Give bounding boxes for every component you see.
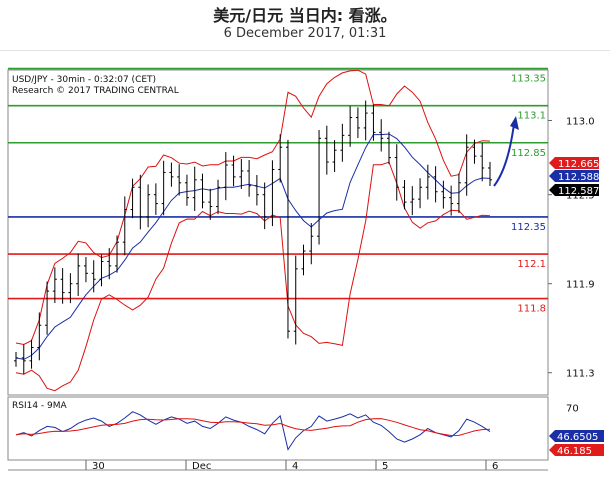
rsi-tag-label-0: 46.6505 xyxy=(557,432,598,443)
bollinger-bands xyxy=(15,69,491,392)
x-tick-label-1: Dec xyxy=(192,461,211,472)
price-tag-label-2: 112.587 xyxy=(558,186,599,197)
page-date: 6 December 2017, 01:31 xyxy=(223,26,387,41)
x-tick-label-4: 6 xyxy=(492,461,498,472)
header-divider xyxy=(0,50,610,51)
y-tick-label-1: 112.5 xyxy=(566,191,595,202)
price-tag-label-1: 112.588 xyxy=(558,172,599,183)
rsi-tag-0 xyxy=(549,430,604,442)
level-label-3: 112.35 xyxy=(511,222,546,233)
rsi-tag-1 xyxy=(549,444,604,456)
level-label-4: 112.1 xyxy=(517,259,546,270)
price-tag-1 xyxy=(549,170,599,182)
bollinger-lower-line xyxy=(15,161,491,392)
rsi-label: RSI14 - 9MA xyxy=(12,401,68,411)
page-title: 美元/日元 当日内: 看涨。 xyxy=(213,6,397,25)
y-tick-label-0: 113.0 xyxy=(566,117,595,128)
ohlc-bars xyxy=(14,100,492,375)
y-tick-label-2: 111.9 xyxy=(566,280,595,291)
rsi-line xyxy=(15,411,491,451)
x-tick-label-2: 4 xyxy=(292,461,298,472)
x-tick-label-0: 30 xyxy=(92,461,105,472)
bollinger-upper-line xyxy=(15,69,491,346)
price-tags: 112.665 112.588 112.587 46.6505 46.185 xyxy=(549,157,604,457)
support-resistance-levels: 113.35 113.1 112.85 112.35 112.1 111.8 xyxy=(8,67,548,315)
y-tick-label-3: 111.3 xyxy=(566,369,595,380)
rsi-tick-label-0: 70 xyxy=(566,404,579,415)
rsi-panel-frame xyxy=(7,396,549,461)
chart-info-line2: Research © 2017 TRADING CENTRAL xyxy=(12,86,179,96)
level-label-0: 113.35 xyxy=(511,74,546,85)
rsi-lines xyxy=(15,411,491,451)
projection-arrow xyxy=(493,123,515,187)
level-label-1: 113.1 xyxy=(517,111,546,122)
moving-average-line xyxy=(15,133,491,360)
axis-ticks: 113.0 112.5 111.9 111.3 70 30 Dec 4 5 6 xyxy=(85,117,595,472)
main-panel-frame xyxy=(7,69,549,396)
rsi-tag-label-1: 46.185 xyxy=(557,446,592,457)
price-tag-label-0: 112.665 xyxy=(558,159,599,170)
price-tag-0 xyxy=(549,157,599,169)
x-tick-label-3: 5 xyxy=(382,461,388,472)
price-tag-2 xyxy=(549,184,599,196)
chart-info-line1: USD/JPY - 30min - 0:32:07 (CET) xyxy=(12,75,156,85)
projection-arrowhead xyxy=(510,116,519,130)
level-label-2: 112.85 xyxy=(511,148,546,159)
rsi-ma-line xyxy=(15,418,491,437)
level-label-5: 111.8 xyxy=(517,304,546,315)
